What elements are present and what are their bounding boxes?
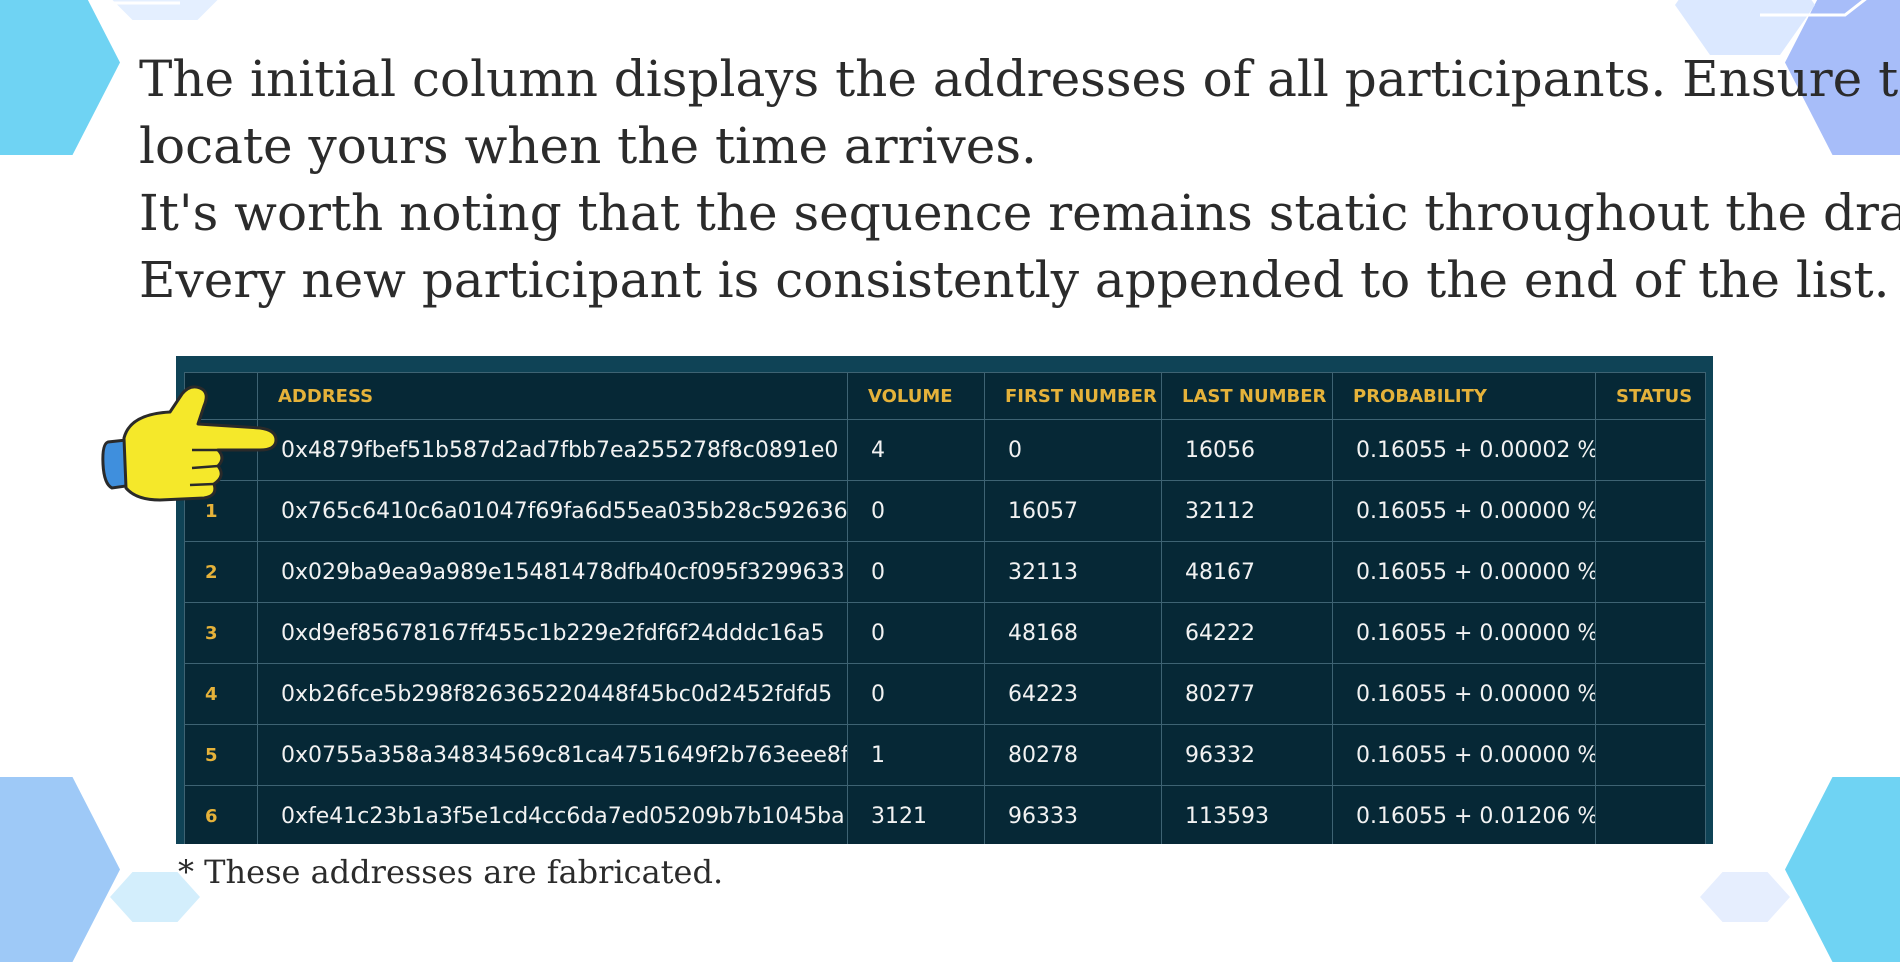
first-number-cell: 48168 xyxy=(984,602,1162,664)
column-header-volume: VOLUME xyxy=(847,372,985,420)
first-number-cell: 64223 xyxy=(984,663,1162,725)
probability-cell: 0.16055 + 0.00002 % xyxy=(1332,419,1596,481)
column-header-status: STATUS xyxy=(1595,372,1706,420)
column-header-last-number: LAST NUMBER xyxy=(1161,372,1333,420)
volume-cell: 4 xyxy=(847,419,985,481)
last-number-cell: 16056 xyxy=(1161,419,1333,481)
volume-cell: 0 xyxy=(847,480,985,542)
first-number-cell: 80278 xyxy=(984,724,1162,786)
first-number-cell: 0 xyxy=(984,419,1162,481)
intro-line-4: Every new participant is consistently ap… xyxy=(139,251,1890,309)
hexagon-decoration-top-left-light xyxy=(100,0,230,20)
intro-line-2: locate yours when the time arrives. xyxy=(139,117,1037,175)
last-number-cell: 96332 xyxy=(1161,724,1333,786)
last-number-cell: 48167 xyxy=(1161,541,1333,603)
first-number-cell: 32113 xyxy=(984,541,1162,603)
hexagon-decoration-bottom-right xyxy=(1785,777,1900,962)
address-cell: 0x029ba9ea9a989e15481478dfb40cf095f32996… xyxy=(257,541,848,603)
hexagon-outline-decoration-top-left xyxy=(97,0,180,5)
probability-cell: 0.16055 + 0.01206 % xyxy=(1332,785,1596,844)
row-index: 4 xyxy=(184,663,258,725)
status-cell xyxy=(1595,663,1706,725)
status-cell xyxy=(1595,724,1706,786)
hexagon-decoration-bottom-left xyxy=(0,777,120,962)
table-row: 1 0x765c6410c6a01047f69fa6d55ea035b28c59… xyxy=(184,480,1706,542)
probability-cell: 0.16055 + 0.00000 % xyxy=(1332,541,1596,603)
table-header-row: ADDRESS VOLUME FIRST NUMBER LAST NUMBER … xyxy=(184,372,1706,420)
hexagon-decoration-bottom-right-light xyxy=(1700,872,1790,922)
address-cell: 0xb26fce5b298f826365220448f45bc0d2452fdf… xyxy=(257,663,848,725)
table-row: 0x4879fbef51b587d2ad7fbb7ea255278f8c0891… xyxy=(184,419,1706,481)
volume-cell: 0 xyxy=(847,541,985,603)
address-cell: 0x765c6410c6a01047f69fa6d55ea035b28c5926… xyxy=(257,480,848,542)
last-number-cell: 80277 xyxy=(1161,663,1333,725)
row-index: 2 xyxy=(184,541,258,603)
probability-cell: 0.16055 + 0.00000 % xyxy=(1332,724,1596,786)
volume-cell: 3121 xyxy=(847,785,985,844)
intro-line-1: The initial column displays the addresse… xyxy=(139,50,1900,108)
status-cell xyxy=(1595,602,1706,664)
pointing-hand-icon xyxy=(101,385,278,502)
table-row: 6 0xfe41c23b1a3f5e1cd4cc6da7ed05209b7b10… xyxy=(184,785,1706,844)
participants-table-panel: ADDRESS VOLUME FIRST NUMBER LAST NUMBER … xyxy=(176,356,1713,844)
row-index: 3 xyxy=(184,602,258,664)
table-row: 3 0xd9ef85678167ff455c1b229e2fdf6f24dddc… xyxy=(184,602,1706,664)
status-cell xyxy=(1595,419,1706,481)
address-cell: 0xfe41c23b1a3f5e1cd4cc6da7ed05209b7b1045… xyxy=(257,785,848,844)
status-cell xyxy=(1595,480,1706,542)
table-row: 4 0xb26fce5b298f826365220448f45bc0d2452f… xyxy=(184,663,1706,725)
footnote-disclaimer: * These addresses are fabricated. xyxy=(178,853,724,891)
column-header-address: ADDRESS xyxy=(257,372,848,420)
address-cell: 0x4879fbef51b587d2ad7fbb7ea255278f8c0891… xyxy=(257,419,848,481)
address-cell: 0x0755a358a34834569c81ca4751649f2b763eee… xyxy=(257,724,848,786)
last-number-cell: 64222 xyxy=(1161,602,1333,664)
row-index: 5 xyxy=(184,724,258,786)
intro-line-3: It's worth noting that the sequence rema… xyxy=(139,184,1900,242)
first-number-cell: 16057 xyxy=(984,480,1162,542)
last-number-cell: 113593 xyxy=(1161,785,1333,844)
hexagon-outline-decoration-top-right xyxy=(1760,0,1867,17)
table-row: 5 0x0755a358a34834569c81ca4751649f2b763e… xyxy=(184,724,1706,786)
probability-cell: 0.16055 + 0.00000 % xyxy=(1332,663,1596,725)
probability-cell: 0.16055 + 0.00000 % xyxy=(1332,602,1596,664)
volume-cell: 0 xyxy=(847,602,985,664)
last-number-cell: 32112 xyxy=(1161,480,1333,542)
volume-cell: 0 xyxy=(847,663,985,725)
table-row: 2 0x029ba9ea9a989e15481478dfb40cf095f329… xyxy=(184,541,1706,603)
row-index: 6 xyxy=(184,785,258,844)
column-header-probability: PROBABILITY xyxy=(1332,372,1596,420)
status-cell xyxy=(1595,785,1706,844)
volume-cell: 1 xyxy=(847,724,985,786)
address-cell: 0xd9ef85678167ff455c1b229e2fdf6f24dddc16… xyxy=(257,602,848,664)
probability-cell: 0.16055 + 0.00000 % xyxy=(1332,480,1596,542)
column-header-first-number: FIRST NUMBER xyxy=(984,372,1162,420)
status-cell xyxy=(1595,541,1706,603)
participants-table: ADDRESS VOLUME FIRST NUMBER LAST NUMBER … xyxy=(184,372,1706,844)
intro-text: The initial column displays the addresse… xyxy=(139,46,1900,314)
first-number-cell: 96333 xyxy=(984,785,1162,844)
